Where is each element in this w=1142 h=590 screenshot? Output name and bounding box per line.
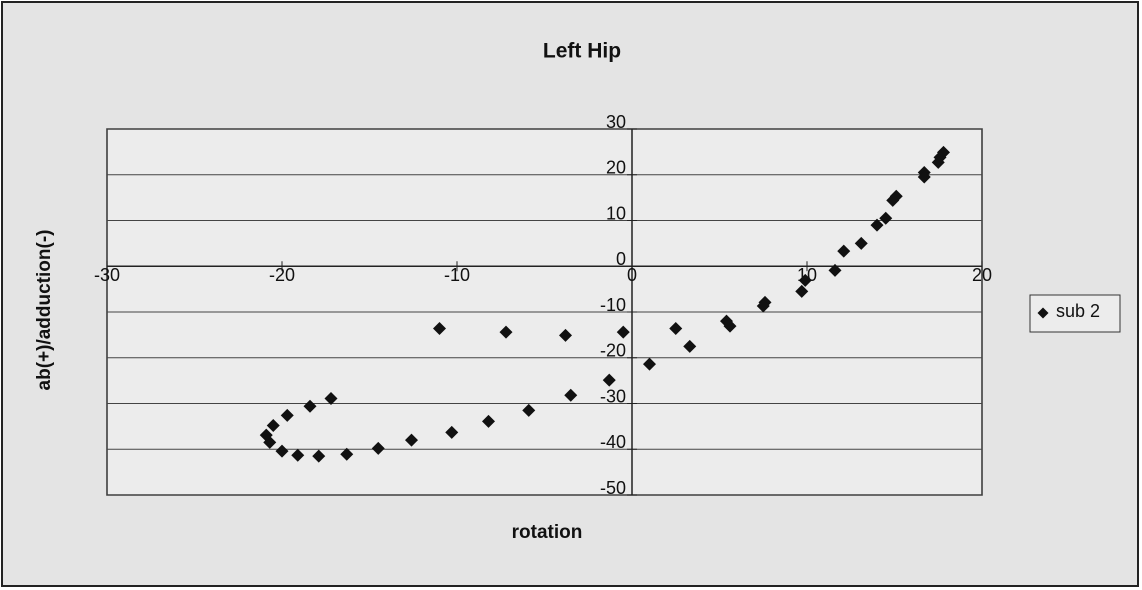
y-tick-label: 30 (606, 112, 626, 132)
point (266, 418, 280, 432)
point (371, 441, 385, 455)
x-tick-label: -10 (444, 265, 470, 285)
point (303, 399, 317, 413)
x-tick-label: -30 (94, 265, 120, 285)
y-tick-label: -50 (600, 478, 626, 498)
legend-label: sub 2 (1056, 301, 1100, 321)
y-tick-label: 20 (606, 158, 626, 178)
y-tick-label: 10 (606, 203, 626, 223)
point (683, 339, 697, 353)
point (433, 321, 446, 335)
point (837, 244, 851, 258)
point (669, 321, 683, 335)
point (886, 193, 900, 207)
y-tick-label: -30 (600, 386, 626, 406)
chart-title: Left Hip (543, 40, 621, 63)
point (280, 408, 294, 422)
y-tick-label: -20 (600, 341, 626, 361)
point (340, 447, 354, 461)
point (756, 299, 770, 313)
point (312, 449, 326, 463)
point (499, 325, 513, 339)
point (870, 218, 884, 232)
x-axis-title: rotation (512, 522, 583, 543)
point (275, 444, 289, 458)
x-tick-label: 0 (627, 265, 637, 285)
point (564, 388, 578, 402)
point (798, 273, 812, 287)
point (445, 425, 459, 439)
point (917, 170, 931, 184)
point (482, 414, 495, 428)
point (854, 236, 868, 250)
point (324, 391, 338, 405)
point (616, 325, 630, 339)
legend-marker (1037, 307, 1049, 319)
point (602, 373, 616, 387)
point (795, 284, 809, 298)
point (643, 357, 656, 371)
y-axis-title: ab(+)/adduction(-) (34, 230, 55, 391)
point (259, 428, 273, 442)
x-tick-label: 20 (972, 265, 992, 285)
point (291, 448, 305, 462)
point (828, 263, 842, 277)
point (559, 328, 572, 342)
y-tick-label: -40 (600, 432, 626, 452)
point (522, 403, 536, 417)
y-tick-label: 0 (616, 249, 626, 269)
y-tick-label: -10 (600, 295, 626, 315)
point (405, 433, 418, 447)
x-tick-label: -20 (269, 265, 295, 285)
point (879, 211, 893, 225)
point (931, 155, 945, 169)
point (720, 314, 733, 328)
